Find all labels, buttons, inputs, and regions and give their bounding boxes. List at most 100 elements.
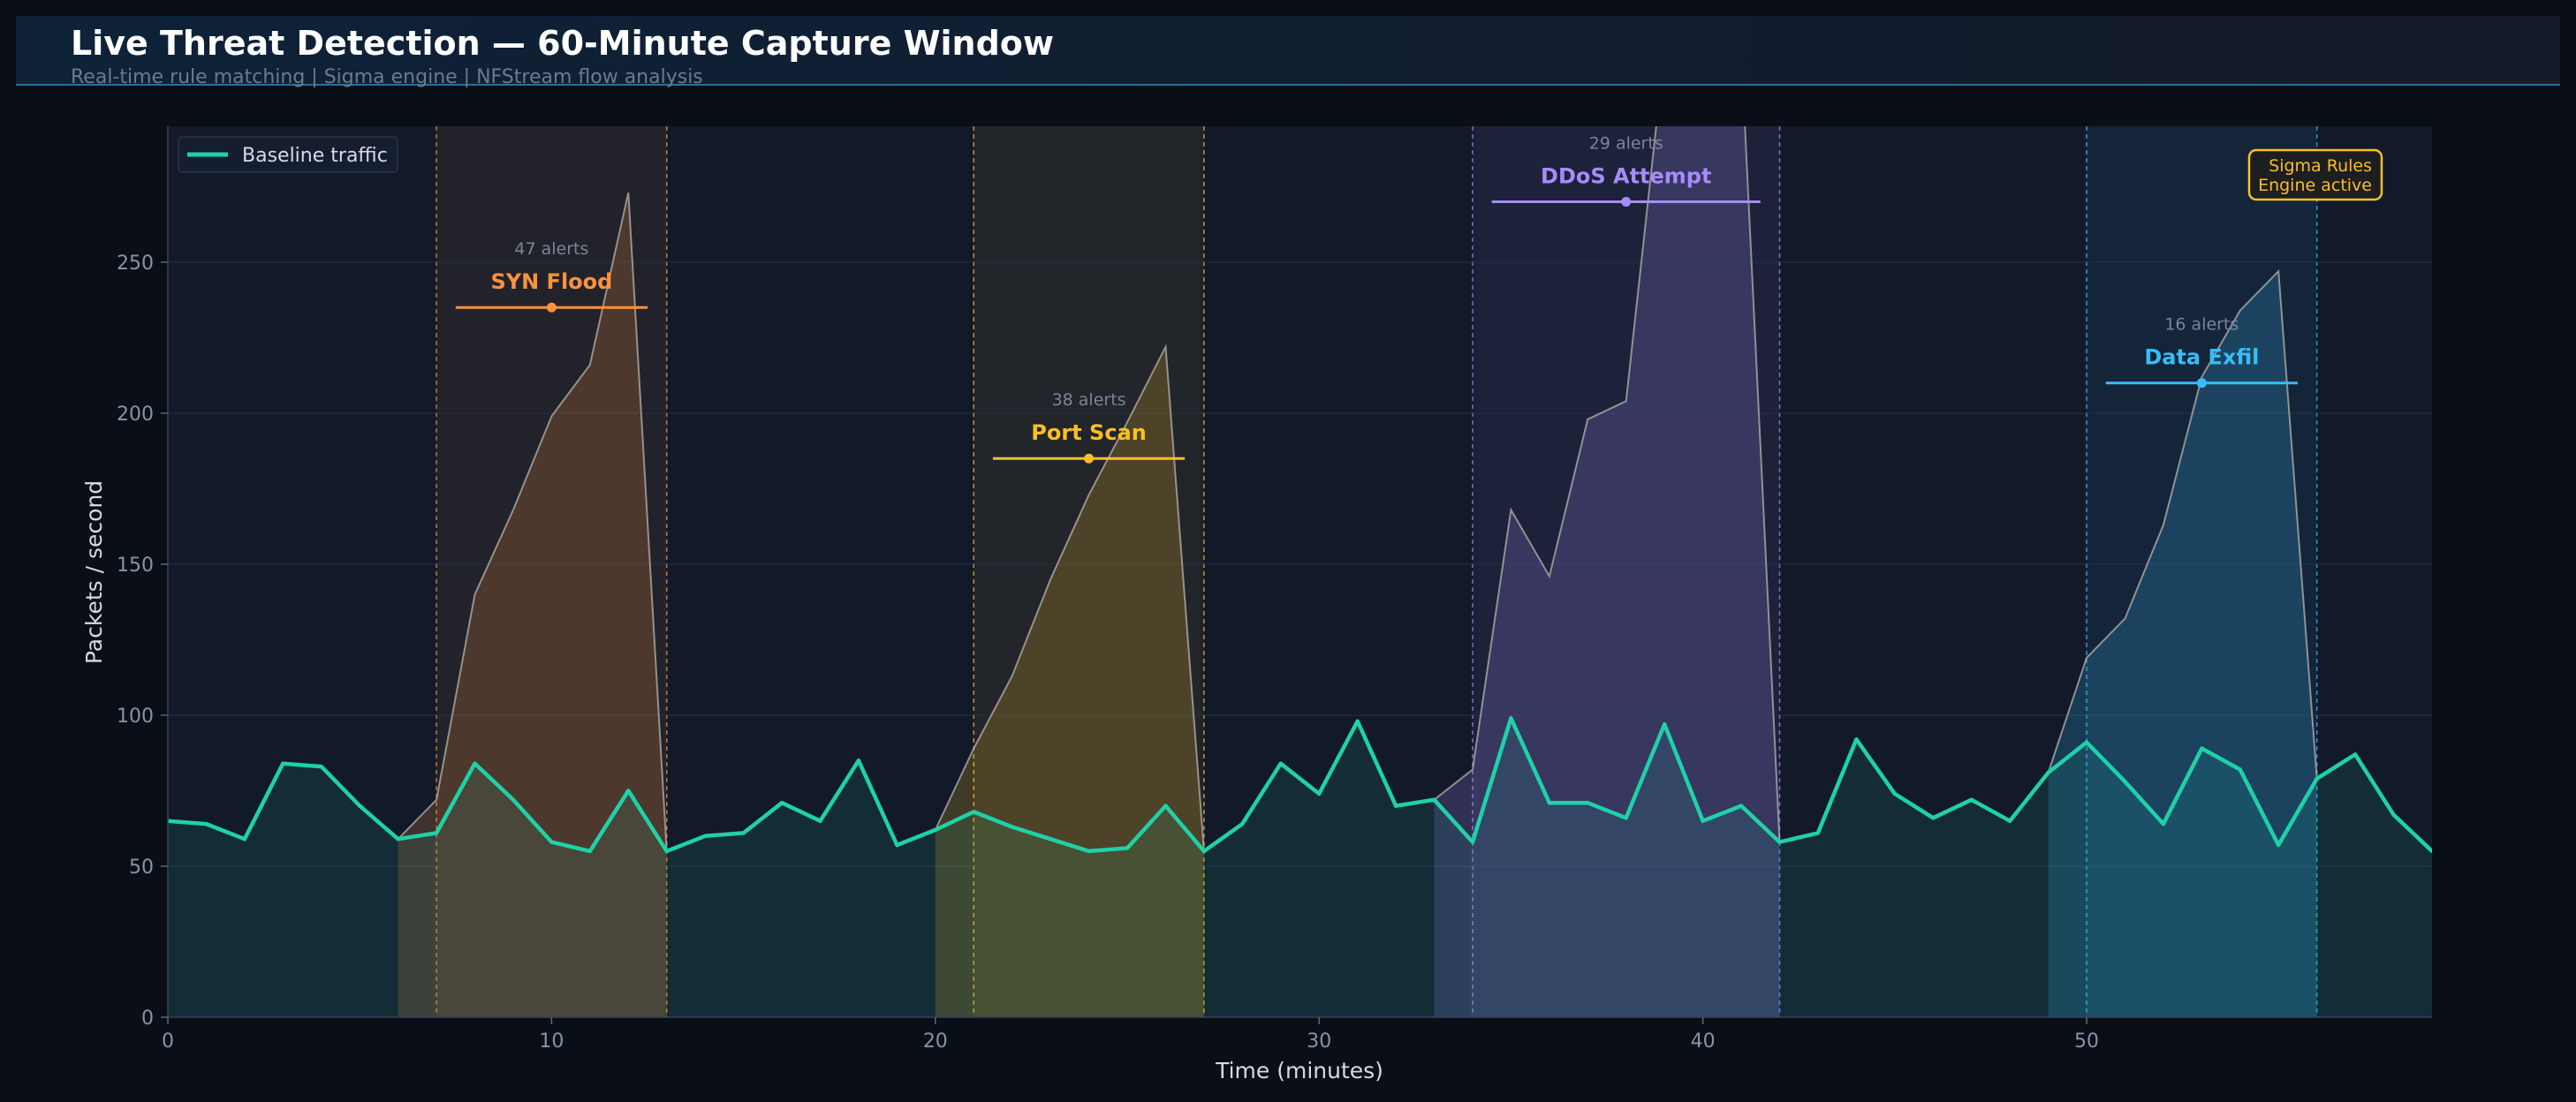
baseline-point [895, 842, 899, 848]
baseline-point [1470, 840, 1475, 844]
legend-label-baseline: Baseline traffic [242, 145, 388, 167]
x-tick-label: 30 [1307, 1030, 1331, 1053]
plot-area [168, 126, 2432, 1017]
baseline-point [2315, 776, 2319, 781]
baseline-point [242, 837, 247, 842]
baseline-point [1393, 804, 1398, 808]
annotation-label-data-exfil: Data Exfil [2144, 345, 2259, 370]
annotation-alerts-port-scan: 38 alerts [1052, 390, 1126, 410]
annotation-marker-syn-flood [546, 302, 557, 313]
baseline-point [1854, 737, 1859, 742]
baseline-point [2238, 767, 2242, 772]
baseline-series [168, 716, 2432, 1017]
baseline-point [856, 759, 861, 763]
y-tick-label: 50 [129, 857, 154, 879]
attack-area-data-exfil [2048, 271, 2317, 1017]
baseline-point [972, 810, 976, 814]
annotation-marker-port-scan [1084, 453, 1095, 464]
attack-line-data-exfil [2047, 268, 2318, 779]
attack-line-port-scan [934, 343, 1205, 851]
baseline-point [1355, 719, 1360, 724]
x-tick-label: 0 [162, 1030, 174, 1053]
baseline-point [1509, 716, 1513, 721]
baseline-point [1701, 819, 1705, 823]
baseline-point [1432, 797, 1436, 802]
sigma-badge-line-1: Sigma Rules [2269, 156, 2372, 176]
baseline-point [549, 840, 554, 844]
baseline-point [933, 827, 938, 833]
baseline-point [2161, 821, 2166, 826]
x-tick-label: 40 [1691, 1030, 1716, 1053]
window-shade-ddos-attempt [1472, 126, 1780, 1017]
annotation-alerts-syn-flood: 47 alerts [514, 239, 588, 259]
annotation-marker-ddos-attempt [1621, 197, 1632, 208]
x-axis-label: Time (minutes) [1215, 1058, 1383, 1083]
baseline-point [741, 831, 746, 835]
baseline-point [434, 831, 439, 835]
baseline-point [1048, 837, 1053, 842]
annotation-alerts-data-exfil: 16 alerts [2164, 315, 2239, 335]
baseline-point [1010, 825, 1014, 829]
baseline-point [2084, 740, 2089, 744]
legend: Baseline traffic [178, 136, 398, 173]
baseline-point [1278, 761, 1283, 766]
sigma-badge-box [2247, 148, 2383, 201]
baseline-line [168, 716, 2432, 854]
y-tick-label: 200 [117, 404, 154, 426]
baseline-point [2352, 752, 2358, 757]
attack-annotations: SYN Flood 47 alerts Port Scan 38 alerts DDoS… [455, 134, 2298, 464]
baseline-point [511, 797, 516, 802]
baseline-point [281, 761, 285, 766]
baseline-point [2429, 849, 2432, 854]
baseline-point [2391, 812, 2396, 818]
baseline-point [1662, 722, 1667, 727]
window-shade-syn-flood [436, 126, 667, 1017]
baseline-point [1240, 821, 1245, 826]
grid [168, 261, 2432, 867]
baseline-point [473, 761, 477, 766]
sigma-badge-line-2: Engine active [2258, 176, 2372, 195]
baseline-point [2277, 842, 2281, 848]
attack-area-port-scan [935, 346, 1204, 1017]
annotation-alerts-ddos-attempt: 29 alerts [1589, 134, 1663, 154]
page-subtitle: Real-time rule matching | Sigma engine |… [71, 66, 703, 88]
y-tick-label: 0 [141, 1008, 154, 1030]
y-axis-label: Packets / second [81, 480, 107, 664]
y-tick-label: 100 [117, 706, 154, 728]
baseline-area [168, 718, 2432, 1017]
baseline-point [779, 800, 784, 805]
baseline-point [702, 834, 708, 838]
annotation-label-syn-flood: SYN Flood [490, 269, 612, 294]
axes: 0 10 20 30 40 50 0 50 100 150 200 250 [117, 126, 2432, 1053]
baseline-point [587, 849, 593, 854]
baseline-point [626, 789, 631, 793]
baseline-point [396, 837, 400, 842]
baseline-point [1892, 791, 1898, 796]
x-tick-label: 50 [2074, 1030, 2099, 1053]
baseline-point [2007, 819, 2012, 823]
baseline-point [2123, 780, 2127, 784]
window-shade-port-scan [974, 126, 1204, 1017]
baseline-point [818, 819, 822, 823]
baseline-point [1201, 849, 1207, 854]
header-band [16, 16, 2560, 85]
y-tick-label: 150 [117, 555, 154, 577]
baseline-point [319, 764, 323, 769]
sigma-badge: Sigma Rules Engine active [2247, 148, 2383, 201]
baseline-point [1087, 849, 1091, 854]
baseline-point [1777, 840, 1782, 844]
baseline-point [1163, 804, 1168, 808]
annotation-label-ddos-attempt: DDoS Attempt [1541, 164, 1711, 189]
baseline-point [1547, 800, 1552, 805]
x-tick-label: 20 [923, 1030, 948, 1053]
attack-line-ddos-attempt [1433, 126, 1781, 842]
attack-windows [436, 126, 2318, 1017]
baseline-point [2046, 770, 2050, 775]
baseline-point [1739, 804, 1744, 808]
baseline-point [1624, 816, 1628, 820]
legend-box [178, 136, 398, 173]
baseline-point [664, 849, 669, 854]
annotation-marker-data-exfil [2196, 378, 2207, 389]
baseline-point [1586, 800, 1590, 805]
